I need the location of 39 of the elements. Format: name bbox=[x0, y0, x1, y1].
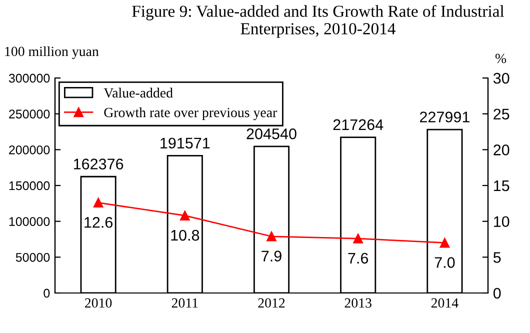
data-label: 12.6 bbox=[84, 216, 112, 228]
y2-tick-label: 20 bbox=[494, 144, 510, 156]
data-label: 162376 bbox=[74, 158, 124, 170]
legend-label: Growth rate over previous year bbox=[104, 107, 278, 120]
data-label: 191571 bbox=[160, 138, 210, 149]
data-label: 217264 bbox=[333, 119, 384, 130]
point bbox=[353, 234, 363, 244]
y-tick-label: 50000 bbox=[16, 252, 50, 262]
legend-label: Value-added bbox=[104, 88, 173, 98]
y-tick-label: 200000 bbox=[9, 145, 50, 154]
y2-tick-label: 10 bbox=[494, 216, 510, 228]
data-label: 7.6 bbox=[348, 252, 368, 264]
y2-tick-label: 15 bbox=[494, 180, 510, 192]
x-tick-label: 2011 bbox=[172, 298, 198, 308]
chart-title: Figure 9: Value-added and Its Growth Rate of Industrial Enterprises, 2010-2014 bbox=[132, 4, 504, 38]
y2-tick-label: 5 bbox=[493, 252, 501, 263]
y2-tick-label: 30 bbox=[493, 72, 510, 84]
y-tick-label: 150000 bbox=[9, 181, 50, 190]
data-label: 227991 bbox=[420, 112, 470, 122]
data-label: 7.9 bbox=[262, 250, 282, 262]
x-tick-label: 2014 bbox=[431, 298, 458, 308]
data-label: 204540 bbox=[246, 128, 296, 140]
point bbox=[266, 232, 276, 242]
y-tick-label: 100000 bbox=[9, 217, 50, 226]
y-tick-label: 0 bbox=[44, 288, 50, 298]
y2-axis-title: % bbox=[495, 54, 506, 64]
y-tick-label: 300000 bbox=[8, 74, 50, 83]
x-tick-label: 2013 bbox=[344, 298, 372, 308]
data-label: 7.0 bbox=[434, 257, 455, 268]
point bbox=[440, 238, 450, 248]
y-tick-label: 250000 bbox=[9, 110, 50, 118]
data-label: 10.8 bbox=[171, 230, 200, 241]
point bbox=[93, 198, 104, 208]
point bbox=[180, 210, 190, 220]
y2-tick-label: 0 bbox=[493, 288, 501, 299]
y2-tick-label: 25 bbox=[494, 108, 510, 120]
y-axis-title: 100 million yuan bbox=[5, 46, 99, 59]
x-tick-label: 2010 bbox=[85, 298, 112, 308]
x-tick-label: 2012 bbox=[258, 298, 285, 308]
